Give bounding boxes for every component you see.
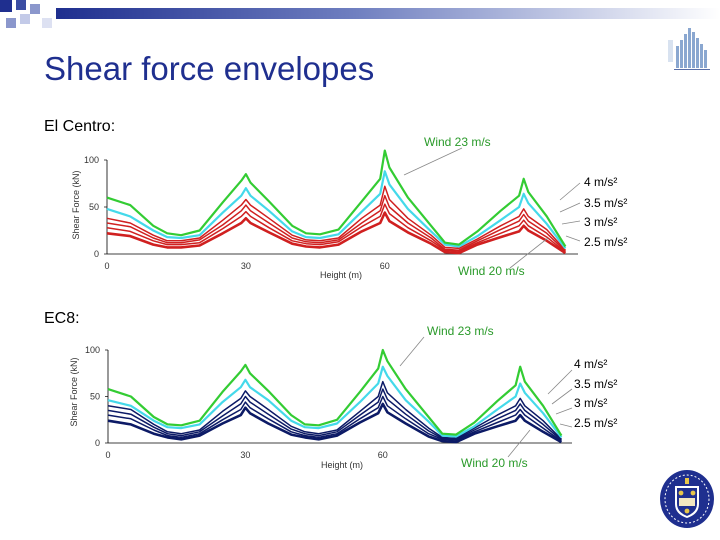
tick-group: 0 50 100 0 30 60 (85, 345, 388, 460)
series-line-wind-20-m-s (106, 170, 567, 250)
section-label-ec8: EC8: (44, 310, 80, 327)
annotation-wind-23: Wind 23 m/s (424, 135, 491, 149)
callout-line (507, 429, 531, 458)
annotation-accel-4: 4 m/s² (574, 357, 608, 371)
x-tick-label: 60 (380, 261, 390, 271)
decor-square (0, 0, 12, 12)
series-line-3-m-s- (106, 203, 566, 253)
annotation-wind-20: Wind 20 m/s (461, 456, 528, 470)
callout-line (559, 182, 581, 201)
series-line-2-5-m-s- (106, 211, 567, 255)
series-group (106, 149, 567, 255)
annotation-accel-2-5: 2.5 m/s² (584, 235, 628, 249)
annotation-accel-3-5: 3.5 m/s² (574, 377, 618, 391)
y-tick-label: 50 (89, 202, 99, 212)
page-title: Shear force envelopes (44, 50, 375, 87)
series-line-2-5-m-s- (107, 402, 563, 444)
callout-line (509, 237, 549, 269)
callout-line (399, 336, 425, 367)
header-bar (56, 8, 720, 19)
y-axis-label: Shear Force (kN) (71, 170, 81, 239)
x-tick-label: 0 (104, 261, 109, 271)
callout-line (561, 220, 581, 225)
annotation-wind-20: Wind 20 m/s (458, 264, 525, 278)
series-line-wind-23-m-s (107, 348, 563, 437)
y-tick-label: 100 (84, 155, 99, 165)
decor-square (20, 14, 30, 24)
series-line-4-m-s- (106, 185, 566, 251)
annotation-accel-3: 3 m/s² (584, 215, 618, 229)
annotation-accel-4: 4 m/s² (584, 175, 618, 189)
y-tick-label: 50 (90, 392, 100, 402)
callout-line (555, 407, 573, 415)
series-line-3-m-s- (107, 395, 562, 442)
callout-line (551, 388, 573, 405)
annotation-accel-3-5: 3.5 m/s² (584, 196, 628, 210)
decor-square (16, 0, 26, 10)
decor-square (42, 18, 52, 28)
y-tick-label: 100 (85, 345, 100, 355)
series-line-4-m-s- (107, 380, 562, 440)
decor-square (30, 4, 40, 14)
callout-line (403, 147, 463, 176)
annotation-wind-23: Wind 23 m/s (427, 324, 494, 338)
y-axis-label: Shear Force (kN) (69, 357, 79, 426)
y-tick-label: 0 (94, 249, 99, 259)
section-label-el-centro: El Centro: (44, 118, 116, 135)
series-line-3-5-m-s- (106, 194, 566, 252)
tick-group: 0 50 100 0 30 60 (84, 155, 390, 271)
decor-square (6, 18, 16, 28)
series-line-wind-23-m-s (106, 149, 567, 248)
conference-logo-icon (668, 28, 710, 70)
series-line-wind-20-m-s (107, 365, 563, 439)
x-tick-label: 30 (241, 261, 251, 271)
series-group (107, 348, 563, 444)
x-tick-label: 30 (240, 450, 250, 460)
callout-line (565, 235, 581, 242)
callout-line (559, 423, 573, 428)
annotation-accel-2-5: 2.5 m/s² (574, 416, 618, 430)
university-seal-icon (660, 470, 714, 528)
series-line-3-5-m-s- (107, 388, 562, 441)
x-axis-label: Height (m) (320, 270, 362, 280)
y-tick-label: 0 (95, 438, 100, 448)
callout-line (547, 369, 573, 395)
x-axis-label: Height (m) (321, 460, 363, 470)
header-decoration (0, 0, 720, 28)
x-tick-label: 0 (105, 450, 110, 460)
annotation-accel-3: 3 m/s² (574, 396, 608, 410)
callout-line (559, 202, 581, 213)
x-tick-label: 60 (378, 450, 388, 460)
